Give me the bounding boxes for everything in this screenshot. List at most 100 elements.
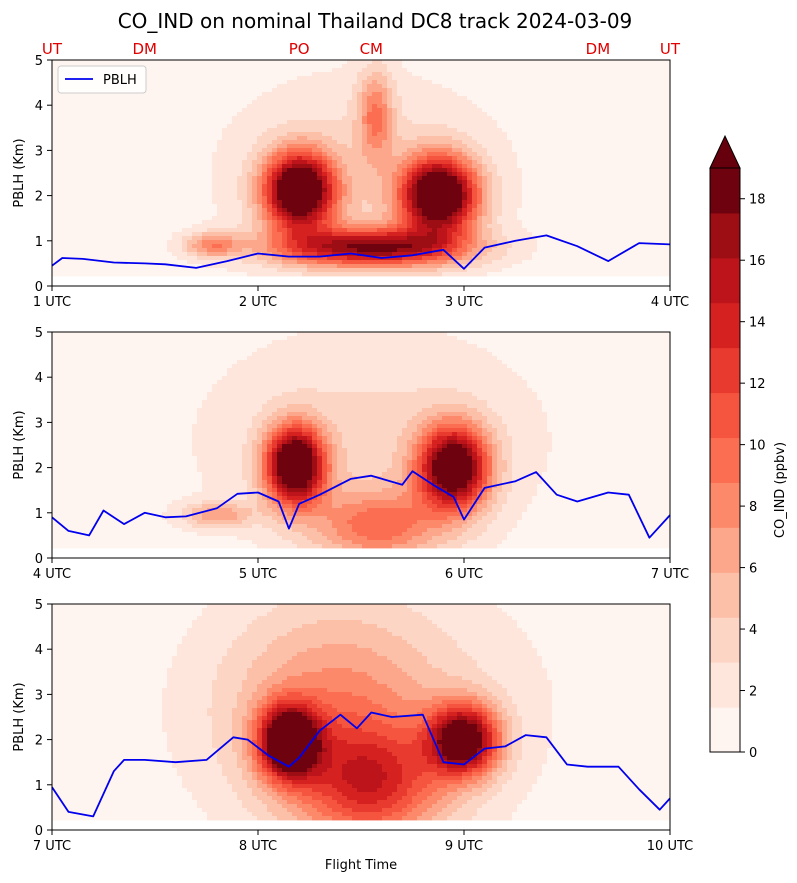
field-cell [312, 220, 318, 225]
field-cell [292, 64, 298, 69]
field-cell [142, 240, 148, 245]
field-cell [272, 208, 278, 213]
field-cell [87, 248, 93, 253]
field-cell [292, 248, 298, 253]
field-cell [177, 84, 183, 89]
field-cell [177, 192, 183, 197]
field-cell [507, 232, 513, 237]
field-cell [417, 76, 423, 81]
field-cell [362, 220, 368, 225]
field-cell [427, 188, 433, 193]
field-cell [497, 200, 503, 205]
field-cell [157, 164, 163, 169]
field-cell [162, 200, 168, 205]
field-cell [287, 124, 293, 129]
field-cell [267, 164, 273, 169]
field-cell [487, 144, 493, 149]
field-cell [287, 164, 293, 169]
field-cell [117, 152, 123, 157]
field-cell [212, 160, 218, 165]
field-cell [182, 208, 188, 213]
field-cell [467, 272, 473, 277]
field-cell [252, 112, 258, 117]
field-cell [357, 264, 363, 269]
field-cell [302, 156, 308, 161]
field-cell [472, 272, 478, 277]
field-cell [292, 184, 298, 189]
field-cell [227, 76, 233, 81]
field-cell [392, 264, 398, 269]
field-cell [262, 160, 268, 165]
field-cell [187, 168, 193, 173]
field-cell [327, 172, 333, 177]
field-cell [407, 228, 413, 233]
field-cell [302, 184, 308, 189]
field-cell [287, 252, 293, 257]
field-cell [422, 108, 428, 113]
field-cell [332, 248, 338, 253]
field-cell [82, 216, 88, 221]
field-cell [57, 264, 63, 269]
field-cell [107, 100, 113, 105]
field-cell [297, 128, 303, 133]
field-cell [112, 96, 118, 101]
field-cell [257, 168, 263, 173]
field-cell [242, 224, 248, 229]
field-cell [102, 108, 108, 113]
field-cell [497, 264, 503, 269]
field-cell [472, 184, 478, 189]
field-cell [112, 120, 118, 125]
field-cell [417, 172, 423, 177]
field-cell [427, 116, 433, 121]
field-cell [272, 184, 278, 189]
field-cell [492, 176, 498, 181]
field-cell [377, 236, 383, 241]
field-cell [212, 264, 218, 269]
field-cell [97, 120, 103, 125]
field-cell [442, 172, 448, 177]
field-cell [57, 184, 63, 189]
field-cell [442, 164, 448, 169]
field-cell [502, 172, 508, 177]
field-cell [447, 124, 453, 129]
field-cell [267, 196, 273, 201]
field-cell [432, 88, 438, 93]
field-cell [217, 120, 223, 125]
field-cell [497, 128, 503, 133]
field-cell [347, 212, 353, 217]
field-cell [257, 152, 263, 157]
field-cell [507, 68, 513, 73]
field-cell [407, 72, 413, 77]
field-cell [132, 120, 138, 125]
field-cell [332, 144, 338, 149]
field-cell [227, 96, 233, 101]
field-cell [357, 156, 363, 161]
field-cell [472, 208, 478, 213]
field-cell [147, 176, 153, 181]
field-cell [407, 208, 413, 213]
field-cell [397, 84, 403, 89]
field-cell [357, 116, 363, 121]
field-cell [417, 228, 423, 233]
field-cell [312, 156, 318, 161]
field-cell [212, 176, 218, 181]
field-cell [262, 100, 268, 105]
field-cell [367, 200, 373, 205]
field-cell [177, 200, 183, 205]
field-cell [312, 188, 318, 193]
field-cell [177, 96, 183, 101]
field-cell [247, 60, 253, 65]
field-cell [142, 268, 148, 273]
field-cell [307, 112, 313, 117]
field-cell [232, 236, 238, 241]
field-cell [497, 88, 503, 93]
field-cell [117, 168, 123, 173]
field-cell [257, 156, 263, 161]
field-cell [457, 236, 463, 241]
field-cell [492, 148, 498, 153]
field-cell [232, 164, 238, 169]
field-cell [502, 100, 508, 105]
field-cell [497, 180, 503, 185]
field-cell [232, 80, 238, 85]
field-cell [162, 216, 168, 221]
